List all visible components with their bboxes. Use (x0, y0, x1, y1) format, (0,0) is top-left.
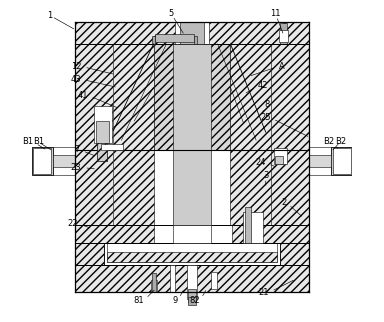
Text: 1: 1 (47, 11, 52, 20)
Bar (331, 147, 352, 175)
Bar (309, 155, 331, 167)
Bar (113, 150, 154, 225)
Bar (75, 22, 309, 44)
Bar (53, 155, 75, 167)
Text: 43: 43 (71, 75, 81, 84)
Text: 7: 7 (74, 145, 80, 154)
Text: 41: 41 (77, 91, 88, 100)
Bar (113, 150, 271, 225)
Bar (107, 252, 277, 262)
Text: 2: 2 (281, 198, 286, 207)
Bar (98, 138, 107, 161)
Bar (189, 297, 195, 305)
Bar (94, 107, 112, 143)
Bar (173, 44, 211, 150)
Bar (275, 156, 283, 164)
Bar (274, 148, 286, 164)
Bar (188, 289, 196, 302)
Bar (107, 243, 277, 262)
Bar (230, 44, 271, 150)
Bar (333, 148, 351, 174)
Bar (104, 243, 280, 265)
Text: B2: B2 (335, 137, 346, 146)
Bar (75, 150, 309, 225)
Text: 24: 24 (255, 158, 266, 167)
Bar (96, 121, 109, 143)
Bar (154, 225, 232, 243)
Bar (75, 44, 309, 150)
Text: B1: B1 (22, 137, 33, 146)
Bar (230, 150, 271, 225)
Bar (75, 243, 104, 265)
Bar (75, 265, 309, 292)
Bar (194, 36, 197, 44)
Bar (173, 225, 211, 243)
Bar (151, 279, 157, 292)
Text: 25: 25 (260, 113, 271, 122)
Bar (113, 44, 154, 150)
Bar (75, 225, 309, 243)
Bar (152, 273, 156, 292)
Bar (32, 147, 53, 175)
Text: B1: B1 (33, 137, 45, 146)
Bar (154, 44, 230, 150)
Text: 81: 81 (133, 296, 144, 305)
Bar (152, 36, 155, 44)
Bar (33, 148, 51, 174)
Bar (280, 23, 286, 44)
Text: 12: 12 (71, 62, 81, 71)
Text: 23: 23 (71, 163, 81, 172)
Text: 8: 8 (264, 100, 270, 109)
Bar (280, 243, 309, 265)
Bar (170, 265, 175, 292)
Bar (113, 44, 271, 150)
Text: A: A (278, 62, 284, 71)
Bar (173, 150, 211, 225)
Bar (245, 207, 251, 243)
Text: 42: 42 (258, 81, 268, 90)
Text: 21: 21 (258, 288, 269, 297)
Text: 9: 9 (172, 296, 177, 305)
Text: 22: 22 (68, 219, 78, 228)
Text: 5: 5 (169, 9, 174, 18)
Bar (98, 143, 107, 161)
Bar (101, 144, 123, 150)
Bar (243, 212, 263, 243)
Text: 82: 82 (189, 296, 200, 305)
Bar (180, 22, 204, 44)
Bar (187, 265, 197, 299)
Text: 11: 11 (270, 9, 281, 18)
Bar (278, 30, 288, 43)
Text: 3: 3 (263, 171, 268, 180)
Bar (211, 272, 217, 289)
Text: B2: B2 (324, 137, 335, 146)
Bar (189, 265, 195, 292)
Bar (175, 22, 209, 44)
Bar (155, 34, 194, 43)
